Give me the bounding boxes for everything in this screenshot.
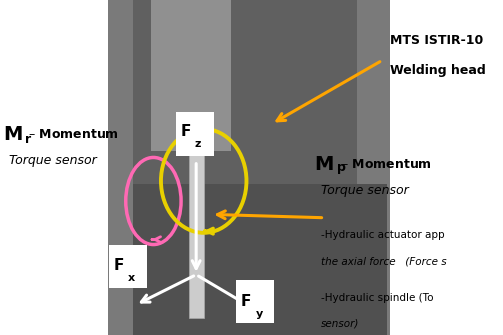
- FancyBboxPatch shape: [151, 0, 231, 151]
- Text: $\mathbf{–}$ Momentum: $\mathbf{–}$ Momentum: [28, 128, 119, 140]
- Text: $\mathbf{p}$: $\mathbf{p}$: [336, 162, 347, 176]
- Text: the axial force    (Force s: the axial force (Force s: [321, 256, 447, 266]
- Text: Torque sensor: Torque sensor: [321, 185, 408, 197]
- Text: Torque sensor: Torque sensor: [9, 154, 97, 167]
- FancyBboxPatch shape: [189, 144, 204, 318]
- FancyBboxPatch shape: [133, 0, 357, 184]
- Text: -Hydraulic spindle (To: -Hydraulic spindle (To: [321, 293, 434, 303]
- Text: $\mathbf{F}$: $\mathbf{F}$: [240, 293, 252, 310]
- Text: $\mathbf{M}$: $\mathbf{M}$: [3, 125, 22, 143]
- Text: MTS ISTIR-10: MTS ISTIR-10: [390, 34, 483, 47]
- FancyBboxPatch shape: [176, 112, 214, 156]
- Text: $\mathbf{M}$: $\mathbf{M}$: [314, 155, 334, 174]
- Text: $\mathbf{F}$: $\mathbf{F}$: [180, 123, 191, 139]
- Text: Welding head: Welding head: [390, 64, 485, 77]
- Text: $\mathbf{F}$: $\mathbf{F}$: [113, 257, 124, 273]
- Text: $\mathbf{z}$: $\mathbf{z}$: [194, 139, 202, 149]
- FancyBboxPatch shape: [108, 0, 390, 335]
- FancyBboxPatch shape: [133, 184, 387, 335]
- FancyBboxPatch shape: [236, 280, 274, 323]
- Text: -Hydraulic actuator app: -Hydraulic actuator app: [321, 229, 445, 240]
- Text: $\mathbf{r}$: $\mathbf{r}$: [24, 133, 32, 145]
- FancyBboxPatch shape: [109, 245, 147, 288]
- Text: $\mathbf{–}$ Momentum: $\mathbf{–}$ Momentum: [341, 158, 432, 171]
- Text: $\mathbf{y}$: $\mathbf{y}$: [255, 309, 264, 321]
- Text: sensor): sensor): [321, 318, 359, 328]
- Text: $\mathbf{x}$: $\mathbf{x}$: [127, 273, 136, 283]
